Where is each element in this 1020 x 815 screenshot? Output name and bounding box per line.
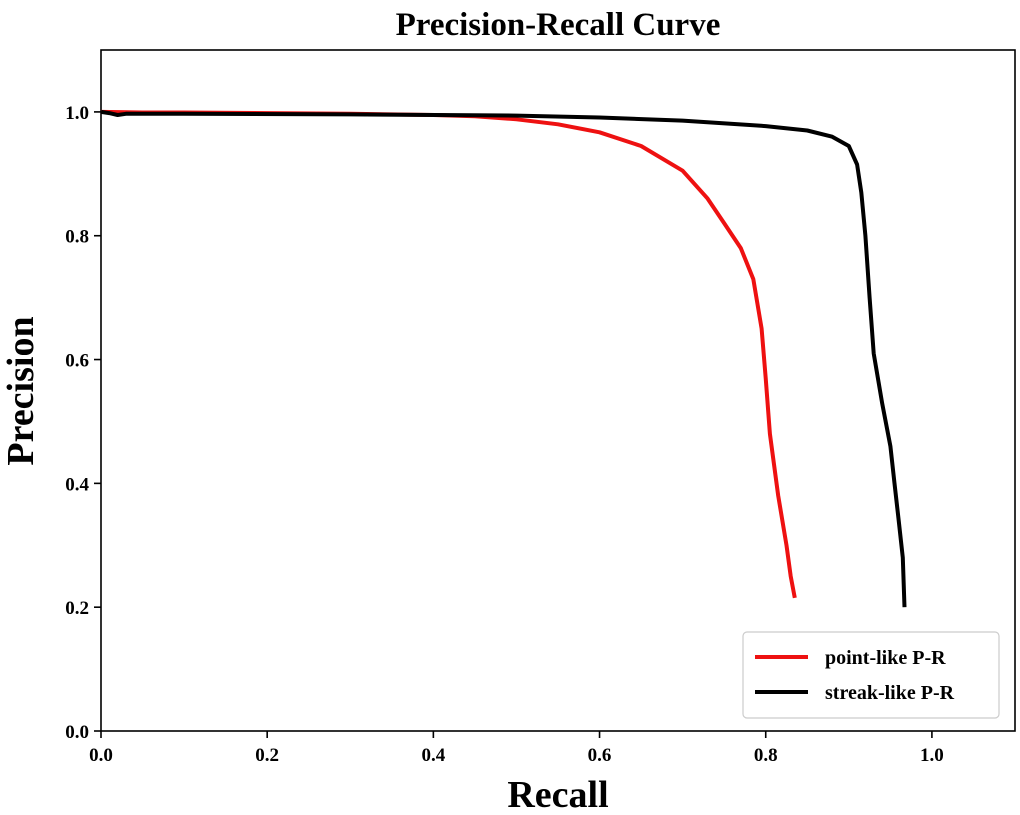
legend-label-point-like: point-like P-R <box>825 647 946 669</box>
x-tick-label: 1.0 <box>920 745 944 766</box>
chart-title: Precision-Recall Curve <box>396 7 721 43</box>
x-tick-label: 0.0 <box>89 745 113 766</box>
x-axis-ticks: 0.0 0.2 0.4 0.6 0.8 1.0 <box>89 731 944 766</box>
x-tick-label: 0.6 <box>588 745 612 766</box>
x-tick-label: 0.4 <box>421 745 445 766</box>
x-tick-label: 0.2 <box>255 745 279 766</box>
y-tick-label: 0.8 <box>65 227 89 248</box>
legend-box <box>742 631 1000 719</box>
y-tick-label: 0.4 <box>65 474 89 495</box>
y-tick-label: 0.0 <box>65 722 89 743</box>
x-tick-label: 0.8 <box>754 745 778 766</box>
series-layer <box>100 109 907 608</box>
series-line-streak-like <box>100 109 907 608</box>
y-axis-label: Precision <box>0 316 42 465</box>
plot-frame <box>100 49 1016 732</box>
plot-area <box>100 49 1016 732</box>
y-axis-ticks: 0.0 0.2 0.4 0.6 0.8 1.0 <box>65 103 101 743</box>
legend-label-streak-like: streak-like P-R <box>825 682 955 704</box>
x-axis-label: Recall <box>507 774 608 815</box>
y-tick-label: 0.6 <box>65 351 89 372</box>
y-tick-label: 0.2 <box>65 598 89 619</box>
y-tick-label: 1.0 <box>65 103 89 124</box>
legend: point-like P-R streak-like P-R <box>742 631 1000 719</box>
